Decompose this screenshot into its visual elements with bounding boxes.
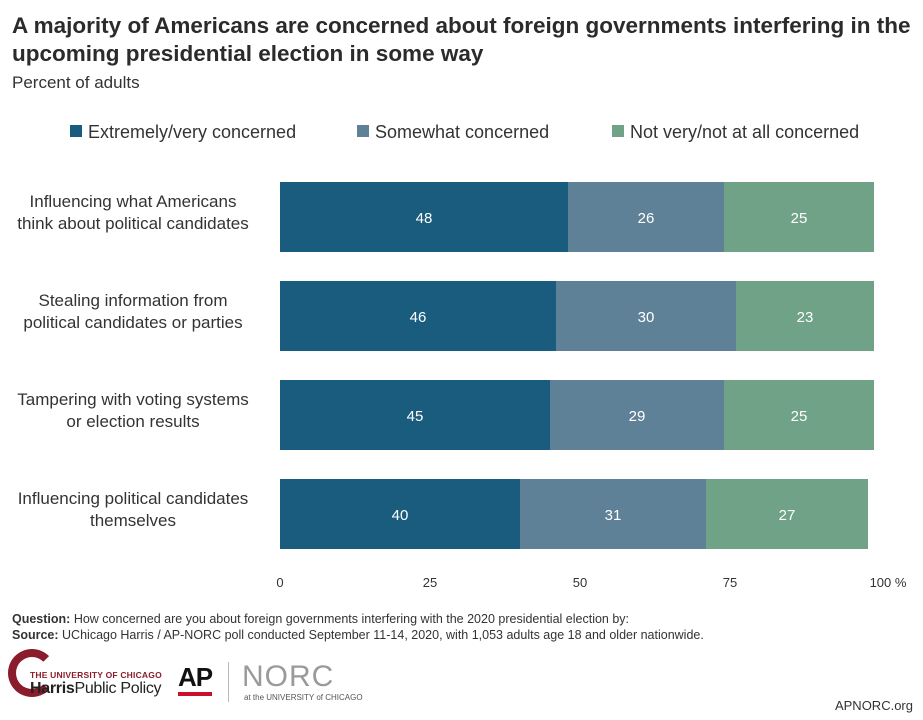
- legend-swatch: [612, 125, 624, 137]
- ap-logo-bar: [178, 692, 212, 696]
- bar-segment: [556, 281, 736, 351]
- data-label: 23: [797, 309, 814, 326]
- norc-logo: NORC: [242, 660, 335, 693]
- legend-item-somewhat: Somewhat concerned: [357, 122, 549, 143]
- x-tick-label: 100 %: [870, 575, 907, 590]
- bar-segment: [724, 182, 874, 252]
- category-label: Influencing political candidates themselv…: [18, 489, 249, 530]
- bar-segment: [706, 479, 868, 549]
- stacked-bar-chart: Influencing what Americans think about po…: [17, 182, 907, 590]
- source-note: Source: UChicago Harris / AP-NORC poll c…: [12, 627, 704, 643]
- question-note: Question: How concerned are you about fo…: [12, 611, 704, 627]
- data-label: 31: [605, 507, 622, 524]
- chart-title: A majority of Americans are concerned ab…: [12, 13, 911, 66]
- uchicago-rest-text: Public Policy: [74, 680, 162, 697]
- bar-segment: [280, 380, 550, 450]
- legend-label: Extremely/very concerned: [88, 122, 297, 142]
- question-label: Question:: [12, 612, 71, 626]
- legend-swatch: [357, 125, 369, 137]
- chart-subtitle: Percent of adults: [12, 73, 140, 92]
- data-label: 30: [638, 309, 655, 326]
- site-url: APNORC.org: [834, 698, 913, 713]
- footer: Question: How concerned are you about fo…: [12, 611, 704, 643]
- data-label: 46: [410, 309, 427, 326]
- logo-bar: THE UNIVERSITY OF CHICAGO HarrisPublic P…: [0, 640, 923, 720]
- category-label: Tampering with voting systems or election…: [17, 390, 248, 431]
- data-label: 27: [779, 507, 796, 524]
- legend-item-extremely-very: Extremely/very concerned: [70, 122, 296, 143]
- bar-segment: [520, 479, 706, 549]
- bar-segment: [724, 380, 874, 450]
- question-text: How concerned are you about foreign gove…: [73, 612, 630, 626]
- legend-label: Somewhat concerned: [375, 122, 550, 142]
- uchicago-top-text: THE UNIVERSITY OF CHICAGO: [30, 670, 162, 680]
- bar-segment: [280, 479, 520, 549]
- legend-item-not-very: Not very/not at all concerned: [612, 122, 859, 143]
- legend-swatch: [70, 125, 82, 137]
- legend-label: Not very/not at all concerned: [630, 122, 860, 142]
- category-label-line: think about political candidates: [17, 214, 249, 233]
- category-label-line: political candidates or parties: [23, 313, 242, 332]
- category-label-line: Stealing information from: [39, 291, 228, 310]
- data-label: 48: [416, 210, 433, 227]
- data-label: 45: [407, 408, 424, 425]
- x-tick-label: 0: [276, 575, 283, 590]
- bar-segment: [280, 281, 556, 351]
- category-label-line: Influencing political candidates: [18, 489, 249, 508]
- uchicago-main-text: HarrisPublic Policy: [30, 680, 162, 698]
- category-label-line: or election results: [66, 412, 199, 431]
- category-label: Stealing information from political candi…: [23, 291, 242, 332]
- ap-logo: AP: [178, 662, 213, 692]
- source-label: Source:: [12, 628, 59, 642]
- data-label: 25: [791, 408, 808, 425]
- bar-segment: [280, 182, 568, 252]
- logo-divider: [228, 662, 229, 702]
- x-tick-label: 75: [723, 575, 737, 590]
- data-label: 29: [629, 408, 646, 425]
- legend: Extremely/very concerned Somewhat concer…: [0, 122, 923, 146]
- x-tick-label: 50: [573, 575, 587, 590]
- data-label: 40: [392, 507, 409, 524]
- bar-segment: [736, 281, 874, 351]
- data-label: 26: [638, 210, 655, 227]
- bar-segment: [550, 380, 724, 450]
- category-label: Influencing what Americans think about po…: [17, 192, 249, 233]
- uchicago-ring-icon: [8, 649, 56, 697]
- category-label-line: Tampering with voting systems: [17, 390, 248, 409]
- source-text: UChicago Harris / AP-NORC poll conducted…: [62, 628, 704, 642]
- category-label-line: Influencing what Americans: [30, 192, 237, 211]
- bar-segment: [568, 182, 724, 252]
- uchicago-bold-text: Harris: [30, 680, 75, 697]
- norc-logo-sub: at the UNIVERSITY of CHICAGO: [244, 693, 363, 702]
- uchicago-harris-logo: THE UNIVERSITY OF CHICAGO HarrisPublic P…: [8, 649, 168, 711]
- x-tick-label: 25: [423, 575, 437, 590]
- category-label-line: themselves: [90, 511, 176, 530]
- data-label: 25: [791, 210, 808, 227]
